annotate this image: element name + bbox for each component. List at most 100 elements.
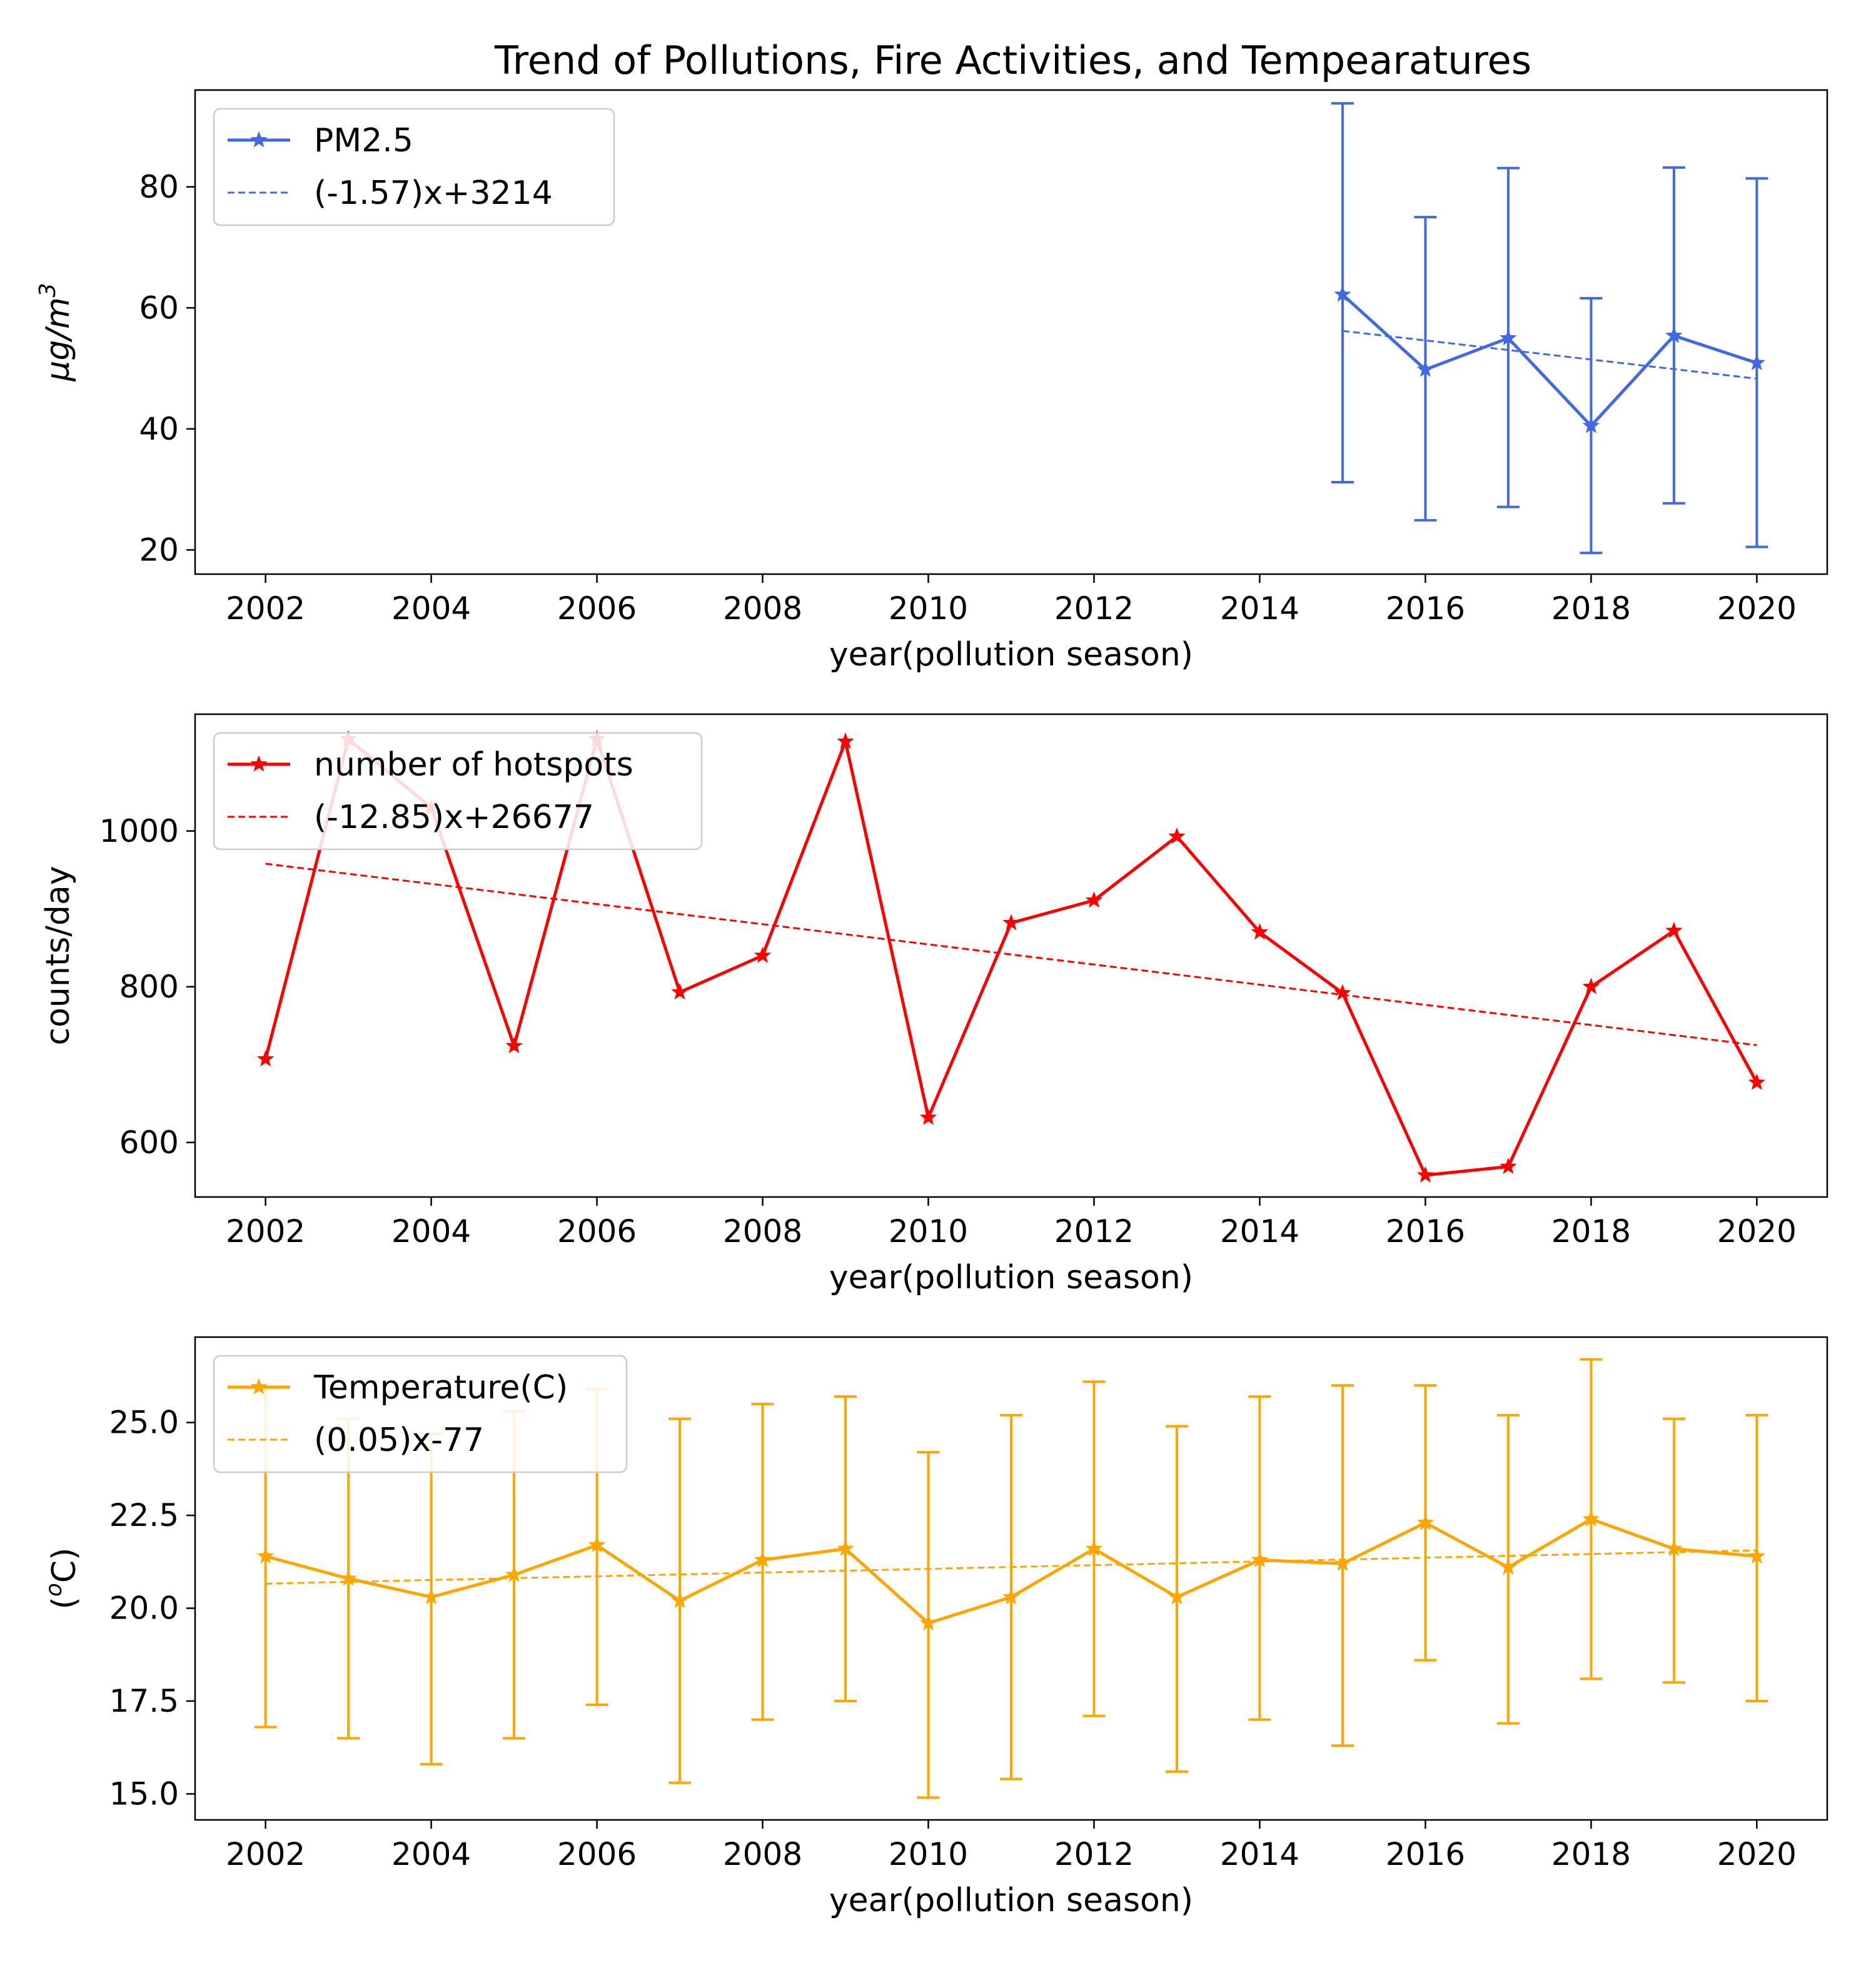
temperature-data-point [671, 1592, 688, 1609]
pm25-data-point [1748, 353, 1766, 371]
hotspots-x-tick-label: 2008 [723, 1213, 802, 1250]
hotspots-x-tick-label: 2012 [1054, 1213, 1134, 1250]
pm25-x-tick-label: 2016 [1386, 590, 1465, 627]
pm25-x-tick-label: 2004 [391, 590, 471, 627]
hotspots-x-tick-label: 2016 [1386, 1213, 1465, 1250]
temperature-data-point [1500, 1558, 1517, 1575]
hotspots-x-tick-label: 2004 [391, 1213, 471, 1250]
temperature-data-point [1748, 1547, 1766, 1564]
temperature-x-tick-label: 2020 [1717, 1836, 1797, 1872]
temperature-x-tick-label: 2004 [391, 1836, 471, 1872]
pm25-x-tick-label: 2018 [1551, 590, 1631, 627]
hotspots-x-tick-label: 2006 [557, 1213, 637, 1250]
pm25-legend: PM2.5 (-1.57)x+3214 [213, 108, 615, 226]
temperature-data-point [422, 1588, 440, 1605]
pm25-x-tick-label: 2012 [1054, 590, 1134, 627]
temperature-data-point [1168, 1588, 1186, 1605]
pm25-legend-series-label: PM2.5 [314, 122, 413, 159]
hotspots-data-point [1416, 1166, 1435, 1183]
temperature-y-axis-label: (oC) [41, 1548, 83, 1610]
hotspots-data-point [1748, 1073, 1766, 1090]
temperature-x-axis-label: year(pollution season) [829, 1882, 1193, 1919]
hotspots-data-point [1334, 984, 1351, 1001]
temperature-data-point [919, 1614, 937, 1630]
hotspots-legend-box [213, 732, 703, 851]
pm25-axes-frame [194, 89, 1828, 575]
hotspots-y-tick-label: 800 [119, 969, 179, 1005]
pm25-y-tick-label: 40 [139, 411, 179, 447]
pm25-x-tick-label: 2008 [723, 590, 802, 627]
temperature-x-tick-label: 2008 [723, 1836, 802, 1872]
pm25-x-tick-label: 2014 [1220, 590, 1299, 627]
temperature-data-point [754, 1550, 772, 1567]
temperature-data-point [340, 1569, 357, 1586]
pm25-x-tick-label: 2006 [557, 590, 637, 627]
hotspots-x-tick-label: 2018 [1551, 1213, 1631, 1250]
hotspots-legend-series-marker [250, 755, 268, 772]
hotspots-data-point [1665, 921, 1683, 938]
pm25-y-tick-label: 80 [139, 169, 179, 205]
temperature-axes-frame [194, 1336, 1828, 1821]
chart-title: Trend of Pollutions, Fire Activities, an… [494, 38, 1531, 83]
temperature-x-tick-label: 2010 [889, 1836, 968, 1872]
hotspots-legend: number of hotspots (-12.85)x+26677 [213, 732, 703, 851]
temperature-y-tick-label: 15.0 [109, 1776, 179, 1812]
pm25-data-point [1416, 360, 1435, 377]
temperature-data-point [1334, 1554, 1351, 1571]
hotspots-y-axis-label: counts/day [39, 866, 77, 1046]
temperature-data-point [1085, 1540, 1103, 1557]
temperature-y-tick-label: 20.0 [109, 1590, 179, 1627]
hotspots-data-point [1085, 891, 1103, 908]
temperature-legend-box [213, 1355, 628, 1473]
pm25-data-point [1334, 285, 1351, 302]
temperature-x-tick-label: 2006 [557, 1836, 637, 1872]
temperature-data-point [1416, 1513, 1435, 1530]
hotspots-trend-line [265, 862, 1757, 1046]
pm25-x-tick-label: 2002 [226, 590, 305, 627]
pm25-data-point [1500, 329, 1517, 346]
temperature-y-tick-label: 22.5 [109, 1497, 179, 1533]
hotspots-axes-frame [194, 713, 1828, 1198]
temperature-data-point [1665, 1540, 1683, 1557]
pm25-legend-trend-label: (-1.57)x+3214 [314, 174, 553, 212]
pm25-legend-box [213, 108, 615, 226]
temperature-data-point [1582, 1510, 1600, 1527]
hotspots-data-point [919, 1108, 937, 1125]
hotspots-data-point [1500, 1157, 1517, 1174]
temperature-data-point [837, 1540, 854, 1557]
temperature-panel: 2002 2004 2006 2008 2010 2012 2014 2016 2018 2020… [41, 1336, 1828, 1919]
hotspots-data-point [505, 1036, 523, 1054]
hotspots-data-point [671, 983, 688, 1000]
pm25-y-tick-label: 20 [139, 532, 179, 568]
hotspots-data-point [837, 732, 854, 749]
temperature-x-tick-label: 2014 [1220, 1836, 1299, 1872]
temperature-y-tick-label: 25.0 [109, 1405, 179, 1441]
temperature-data-point [588, 1536, 606, 1553]
pm25-series-line [1341, 293, 1758, 428]
pm25-data-point [1582, 417, 1600, 433]
hotspots-data-point [1168, 827, 1186, 844]
hotspots-legend-trend-label: (-12.85)x+26677 [314, 799, 594, 836]
hotspots-x-axis-label: year(pollution season) [829, 1259, 1193, 1296]
pm25-trend-line [1342, 330, 1757, 380]
temperature-data-point [1251, 1550, 1269, 1567]
hotspots-y-tick-label: 1000 [99, 813, 179, 849]
temperature-data-point [505, 1565, 523, 1582]
pm25-x-tick-label: 2010 [889, 590, 968, 627]
pm25-y-tick-label: 60 [139, 290, 179, 326]
temperature-legend-trend-label: (0.05)x-77 [314, 1422, 484, 1459]
hotspots-data-point [754, 946, 772, 963]
temperature-x-tick-label: 2016 [1386, 1836, 1465, 1872]
temperature-x-tick-label: 2002 [226, 1836, 305, 1872]
hotspots-data-point [1582, 977, 1600, 994]
hotspots-panel: 2002 2004 2006 2008 2010 2012 2014 2016 2018 2020… [39, 713, 1828, 1296]
pm25-y-axis-label: μg/m3 [35, 283, 77, 381]
temperature-y-tick-label: 17.5 [109, 1683, 179, 1719]
hotspots-data-point [1251, 923, 1269, 940]
pm25-x-axis-label: year(pollution season) [829, 636, 1193, 674]
pm25-legend-series-marker [250, 131, 268, 148]
pm25-x-tick-label: 2020 [1717, 590, 1797, 627]
hotspots-y-tick-label: 600 [119, 1124, 179, 1161]
temperature-legend: Temperature(C) (0.05)x-77 [213, 1355, 628, 1473]
hotspots-x-tick-label: 2010 [889, 1213, 968, 1250]
